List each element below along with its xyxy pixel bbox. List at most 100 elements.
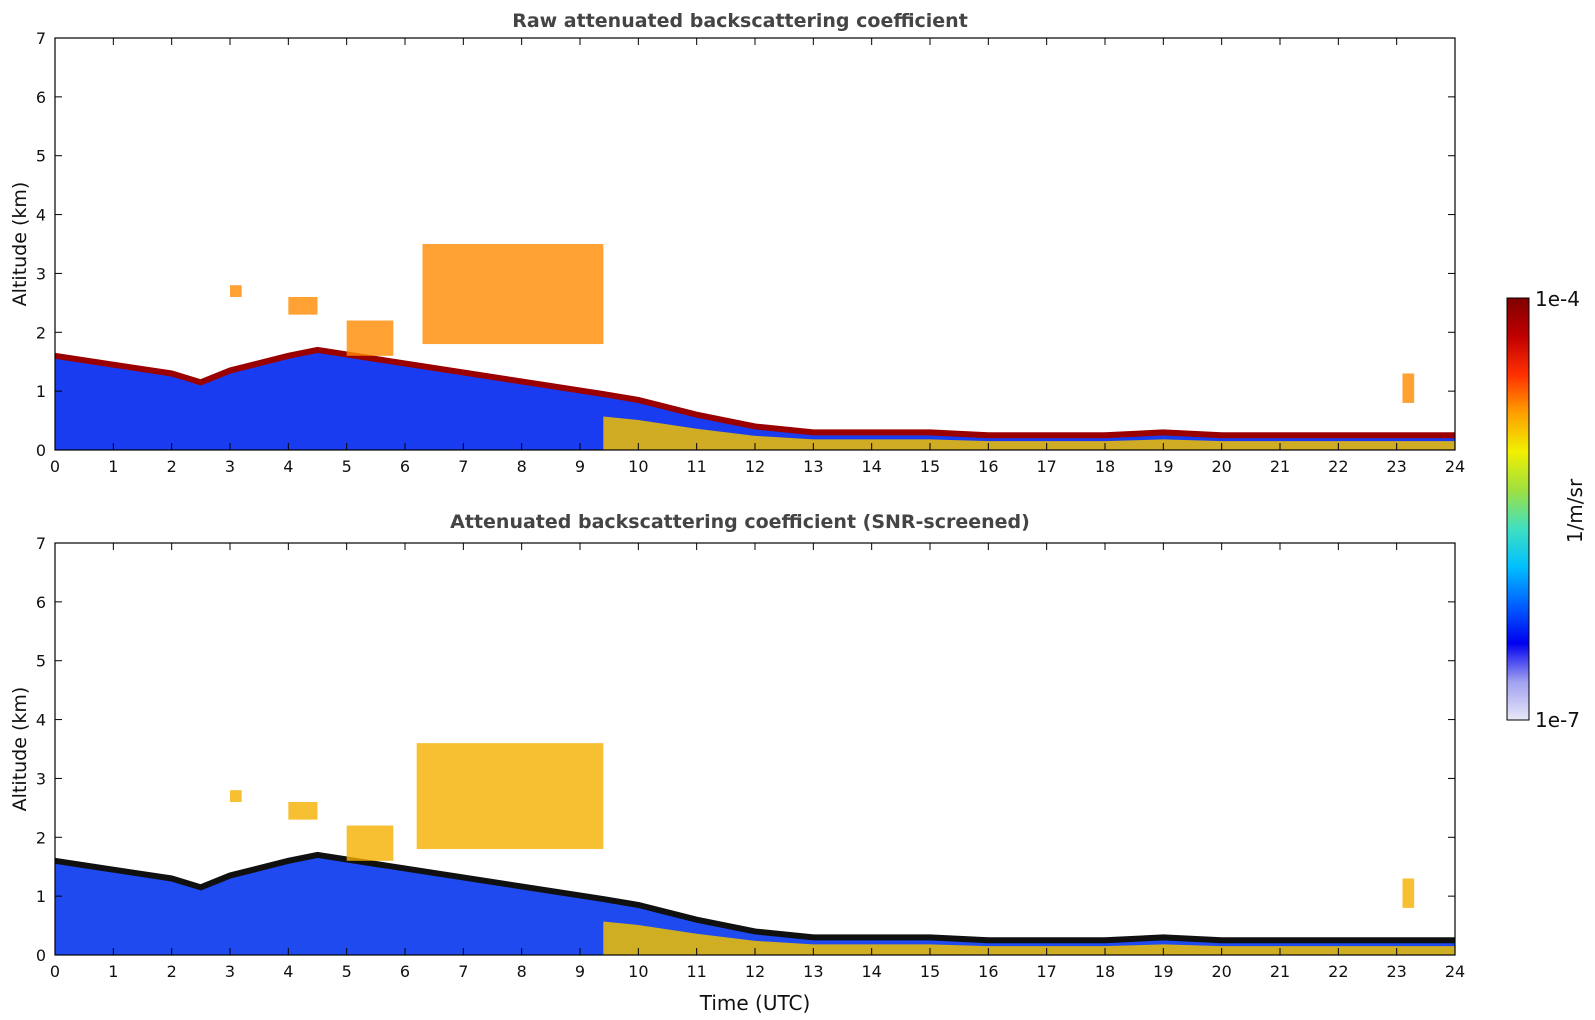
x-tick-label: 15	[920, 962, 940, 981]
aerosol-feature	[288, 296, 318, 315]
x-tick-label: 12	[745, 962, 765, 981]
layer-top-line	[54, 851, 1455, 944]
boundary-layer-fill	[55, 349, 1455, 450]
x-tick-label: 5	[342, 457, 352, 476]
chart-title: Attenuated backscattering coefficient (S…	[450, 511, 1030, 533]
aerosol-feature	[346, 825, 394, 861]
y-tick-label: 3	[36, 769, 46, 788]
x-tick-label: 9	[575, 457, 585, 476]
x-tick-label: 4	[283, 457, 293, 476]
x-tick-label: 22	[1328, 962, 1348, 981]
x-axis-label: Time (UTC)	[699, 991, 811, 1015]
x-tick-label: 3	[225, 962, 235, 981]
colorbar-min-label: 1e-7	[1535, 708, 1580, 732]
y-tick-label: 2	[36, 828, 46, 847]
x-tick-label: 7	[458, 962, 468, 981]
x-tick-label: 4	[283, 962, 293, 981]
aerosol-feature	[1402, 878, 1415, 908]
y-axis-ticks: 0 1 2 3 4 5 6 7	[36, 534, 1455, 965]
x-tick-label: 1	[108, 457, 118, 476]
x-tick-label: 2	[167, 457, 177, 476]
layer-top-line	[54, 346, 1455, 439]
x-tick-label: 13	[803, 962, 823, 981]
x-tick-label: 11	[686, 962, 706, 981]
x-tick-label: 1	[108, 962, 118, 981]
y-tick-label: 6	[36, 88, 46, 107]
x-tick-label: 18	[1095, 457, 1115, 476]
x-tick-label: 21	[1270, 962, 1290, 981]
x-tick-label: 8	[517, 457, 527, 476]
y-tick-label: 0	[36, 946, 46, 965]
aerosol-feature	[422, 244, 604, 345]
chart-title: Raw attenuated backscattering coefficien…	[512, 10, 968, 32]
aerosol-feature	[288, 801, 318, 820]
snr-screened-panel: Attenuated backscattering coefficient (S…	[9, 511, 1465, 1015]
y-tick-label: 1	[36, 382, 46, 401]
boundary-layer-fill	[55, 854, 1455, 955]
x-tick-label: 20	[1211, 457, 1231, 476]
y-tick-label: 4	[36, 206, 46, 225]
heatmap-area	[54, 743, 1455, 955]
x-tick-label: 14	[861, 457, 881, 476]
aerosol-feature	[346, 320, 394, 356]
x-tick-label: 14	[861, 962, 881, 981]
x-tick-label: 0	[50, 962, 60, 981]
colorbar-gradient	[1506, 297, 1530, 721]
raw-backscatter-panel: Raw attenuated backscattering coefficien…	[9, 10, 1465, 476]
x-tick-label: 22	[1328, 457, 1348, 476]
aerosol-feature	[230, 285, 242, 297]
x-tick-label: 17	[1036, 962, 1056, 981]
x-tick-label: 15	[920, 457, 940, 476]
y-tick-label: 4	[36, 711, 46, 730]
x-tick-label: 13	[803, 457, 823, 476]
x-tick-label: 16	[978, 457, 998, 476]
x-tick-label: 7	[458, 457, 468, 476]
x-tick-label: 20	[1211, 962, 1231, 981]
y-tick-label: 1	[36, 887, 46, 906]
x-tick-label: 11	[686, 457, 706, 476]
x-tick-label: 18	[1095, 962, 1115, 981]
x-tick-label: 10	[628, 962, 648, 981]
x-tick-label: 23	[1386, 962, 1406, 981]
x-tick-label: 8	[517, 962, 527, 981]
x-tick-label: 19	[1153, 457, 1173, 476]
x-tick-label: 2	[167, 962, 177, 981]
x-tick-label: 6	[400, 962, 410, 981]
x-tick-label: 21	[1270, 457, 1290, 476]
x-tick-label: 9	[575, 962, 585, 981]
y-tick-label: 6	[36, 593, 46, 612]
aerosol-feature	[1402, 373, 1415, 403]
x-tick-label: 24	[1445, 457, 1465, 476]
colorbar: 1e-4 1e-7 1/m/sr	[1506, 287, 1587, 732]
x-tick-label: 19	[1153, 962, 1173, 981]
x-tick-label: 16	[978, 962, 998, 981]
x-tick-label: 3	[225, 457, 235, 476]
x-tick-label: 23	[1386, 457, 1406, 476]
colorbar-unit-label: 1/m/sr	[1563, 478, 1587, 543]
y-axis-ticks: 0 1 2 3 4 5 6 7	[36, 29, 1455, 460]
y-tick-label: 3	[36, 264, 46, 283]
heatmap-area	[54, 244, 1455, 450]
x-tick-label: 10	[628, 457, 648, 476]
x-tick-label: 12	[745, 457, 765, 476]
aerosol-feature	[230, 790, 242, 802]
x-tick-label: 17	[1036, 457, 1056, 476]
x-tick-label: 0	[50, 457, 60, 476]
y-tick-label: 5	[36, 652, 46, 671]
y-tick-label: 7	[36, 29, 46, 48]
colorbar-max-label: 1e-4	[1535, 287, 1580, 311]
y-tick-label: 0	[36, 441, 46, 460]
x-tick-label: 24	[1445, 962, 1465, 981]
x-tick-label: 5	[342, 962, 352, 981]
aerosol-feature	[416, 743, 604, 850]
x-axis-ticks: 0 1 2 3 4 5 6 7 8 9 10 11 12 13 14 15 16 17 18 19 20 21 22 23 24	[50, 38, 1465, 476]
y-tick-label: 2	[36, 323, 46, 342]
y-axis-label: Altitude (km)	[9, 687, 31, 812]
y-axis-label: Altitude (km)	[9, 182, 31, 307]
x-tick-label: 6	[400, 457, 410, 476]
y-tick-label: 7	[36, 534, 46, 553]
y-tick-label: 5	[36, 147, 46, 166]
near-surface-band	[603, 416, 1455, 450]
x-axis-ticks: 0 1 2 3 4 5 6 7 8 9 10 11 12 13 14 15 16 17 18 19 20 21 22 23 24	[50, 543, 1465, 981]
